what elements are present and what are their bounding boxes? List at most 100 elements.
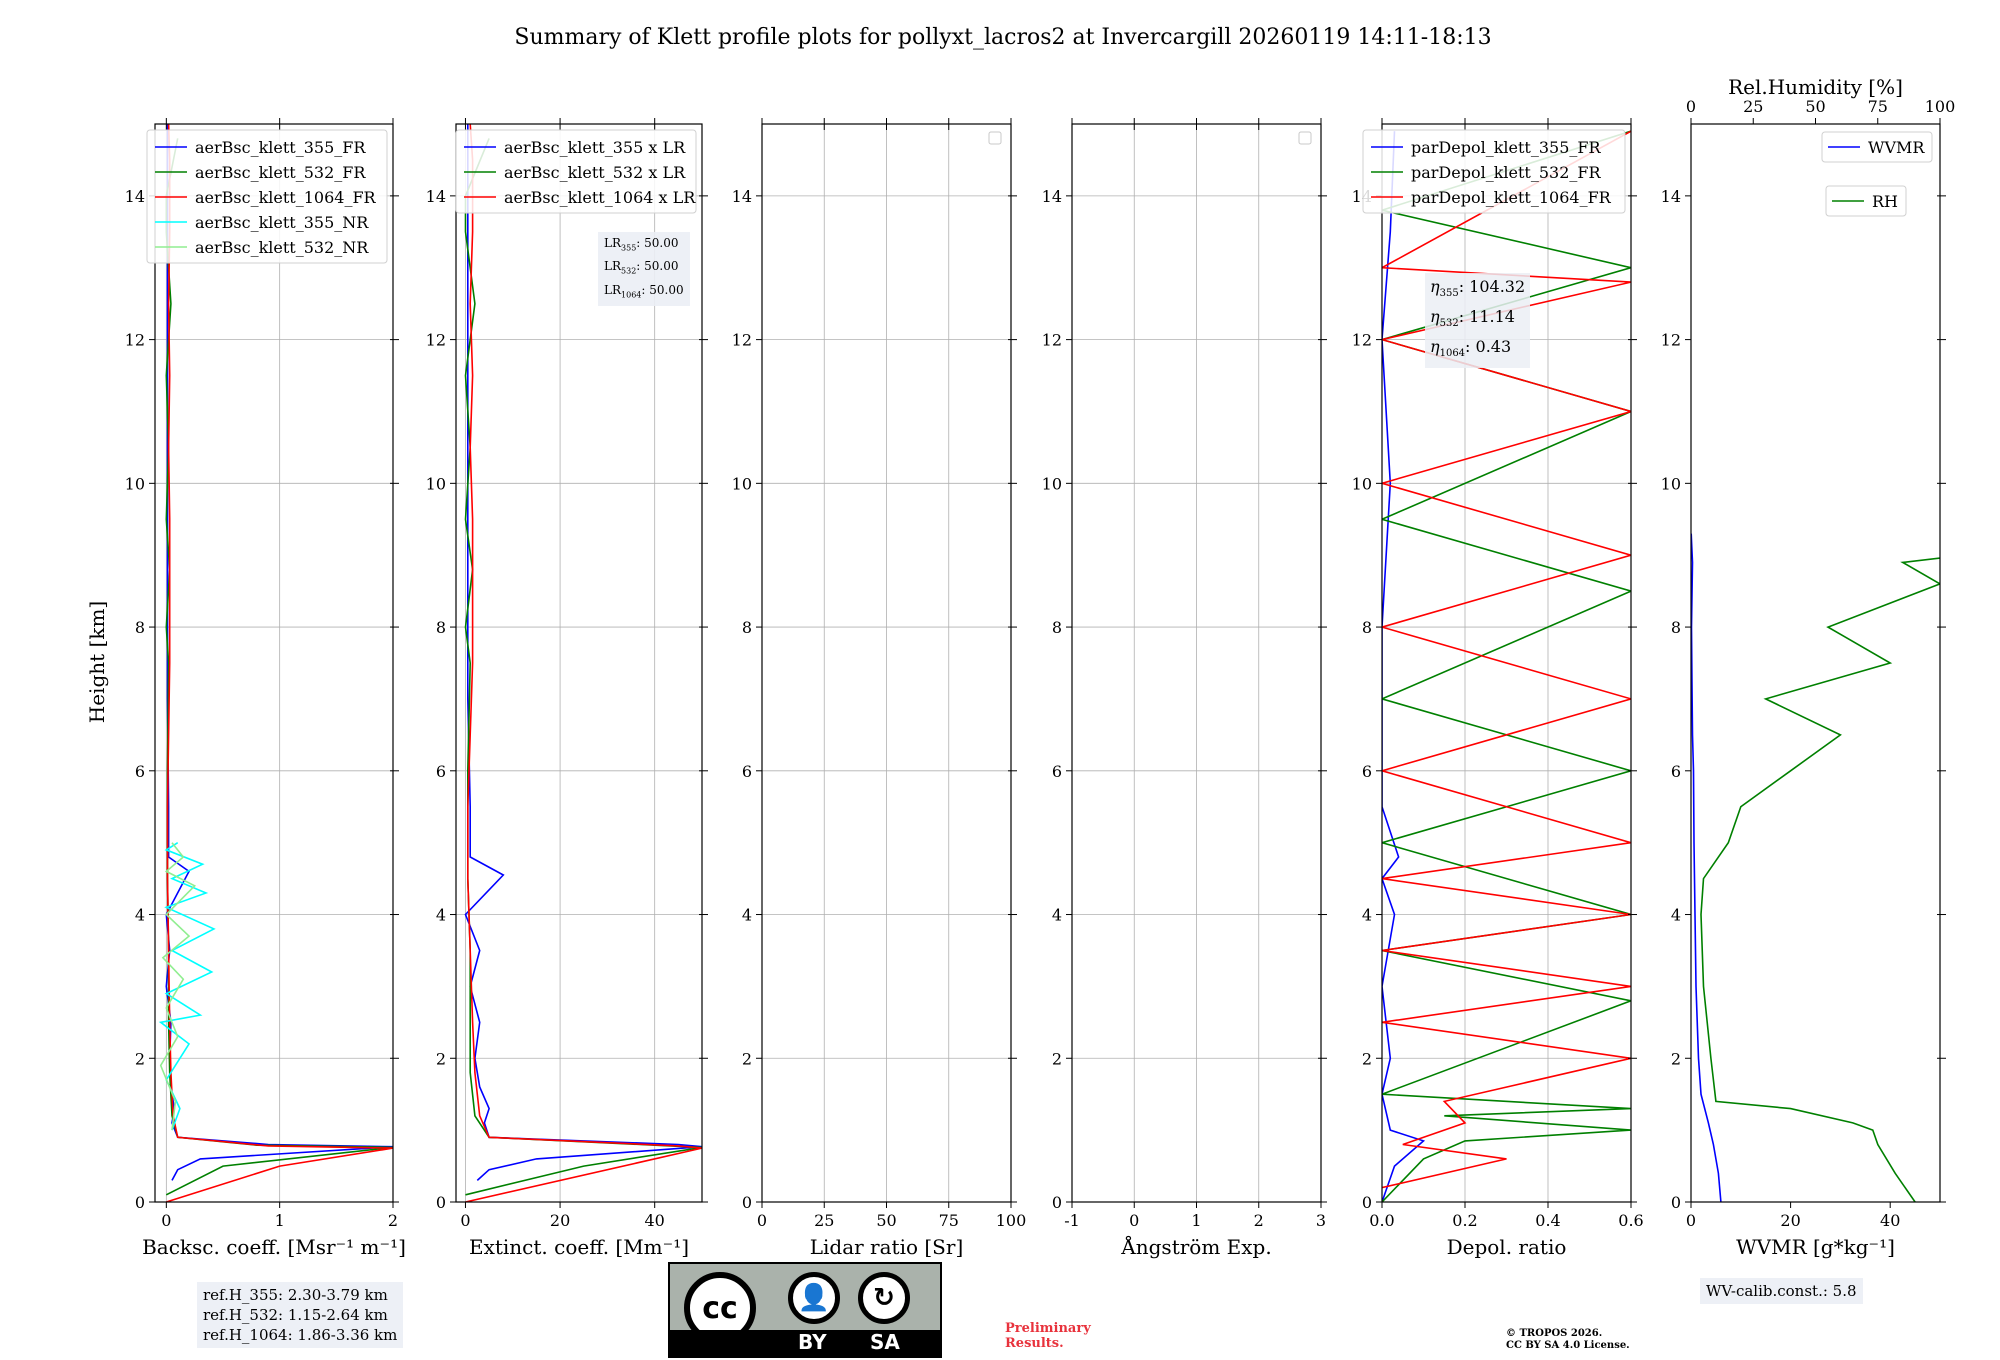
eta-355: η355: 104.32 xyxy=(1430,277,1526,300)
x-tick-label: 0 xyxy=(161,1211,171,1230)
y-tick-label: 0 xyxy=(742,1193,752,1212)
series-line-WVMR xyxy=(1691,533,1722,1202)
legend-box xyxy=(1821,131,1933,163)
y-tick-label: 2 xyxy=(436,1049,446,1068)
y-tick-label: 12 xyxy=(1352,331,1372,350)
wv-calib-text: WV-calib.const.: 5.8 xyxy=(1706,1282,1857,1300)
series-line-aerBsc_klett_1064_FR xyxy=(166,124,393,1202)
figure-title: Summary of Klett profile plots for polly… xyxy=(514,25,1491,50)
ref-height-box: ref.H_355: 2.30-3.79 km ref.H_532: 1.15-… xyxy=(197,1282,404,1348)
y-tick-label: 6 xyxy=(436,762,446,781)
series-line-RH xyxy=(1700,557,1940,1202)
y-tick-label: 12 xyxy=(125,331,145,350)
x-axis-label: WVMR [g*kg⁻¹] xyxy=(1736,1235,1895,1259)
by-tag: BY xyxy=(798,1330,827,1354)
x-axis-label: Lidar ratio [Sr] xyxy=(810,1235,964,1259)
legend-label: RH xyxy=(1872,192,1898,211)
top-x-tick-label: 50 xyxy=(1805,97,1825,116)
panel-6: 0 20 40 0 2 4 6 8 10 12 14 WVMR [g*kg⁻¹] 0 25 50 75 100 R… xyxy=(1661,75,1956,1259)
lr-355: LR355: 50.00 xyxy=(604,236,679,253)
x-tick-label: 100 xyxy=(996,1211,1027,1230)
top-x-tick-label: 100 xyxy=(1925,97,1956,116)
y-tick-label: 0 xyxy=(436,1193,446,1212)
ref-height-532: ref.H_532: 1.15-2.64 km xyxy=(203,1306,388,1324)
x-tick-label: 0 xyxy=(1686,1211,1696,1230)
x-tick-label: 2 xyxy=(1254,1211,1264,1230)
legend-label: parDepol_klett_355_FR xyxy=(1411,138,1602,157)
y-tick-label: 6 xyxy=(1671,762,1681,781)
x-tick-label: 2 xyxy=(388,1211,398,1230)
x-tick-label: 0 xyxy=(757,1211,767,1230)
legend-label: parDepol_klett_1064_FR xyxy=(1411,188,1612,207)
legend-box xyxy=(455,129,697,214)
series-line-parDepol_klett_1064_FR xyxy=(1382,130,1631,1189)
legend-label: aerBsc_klett_355_NR xyxy=(195,213,369,232)
y-tick-label: 2 xyxy=(1671,1049,1681,1068)
top-x-tick-label: 75 xyxy=(1868,97,1888,116)
x-tick-label: 1 xyxy=(275,1211,285,1230)
x-axis-label: Extinct. coeff. [Mm⁻¹] xyxy=(469,1235,689,1259)
top-x-tick-label: 0 xyxy=(1686,97,1696,116)
series-group xyxy=(1382,130,1631,1202)
top-x-tick-label: 25 xyxy=(1743,97,1763,116)
lr-1064: LR1064: 50.00 xyxy=(604,282,684,300)
y-tick-label: 8 xyxy=(742,618,752,637)
attribution-icon: 👤 xyxy=(788,1272,840,1324)
series-line-aerBsc_klett_1064 x LR xyxy=(465,124,702,1202)
y-tick-label: 8 xyxy=(1362,618,1372,637)
plot-frame xyxy=(1381,123,1632,1203)
y-tick-label: 12 xyxy=(1661,331,1681,350)
legend-label: aerBsc_klett_532 x LR xyxy=(504,163,686,182)
y-tick-label: 0 xyxy=(135,1193,145,1212)
x-tick-label: 0.0 xyxy=(1369,1211,1394,1230)
x-axis-label: Ångström Exp. xyxy=(1120,1234,1271,1259)
y-tick-label: 8 xyxy=(436,618,446,637)
y-tick-label: 8 xyxy=(1052,618,1062,637)
x-tick-label: 25 xyxy=(814,1211,834,1230)
x-axis-label: Depol. ratio xyxy=(1447,1235,1567,1259)
x-tick-label: 0 xyxy=(460,1211,470,1230)
y-tick-label: 10 xyxy=(426,474,446,493)
x-tick-label: 40 xyxy=(1880,1211,1900,1230)
y-tick-label: 4 xyxy=(742,906,752,925)
y-tick-label: 6 xyxy=(1052,762,1062,781)
y-tick-label: 12 xyxy=(732,331,752,350)
wv-calib-box: WV-calib.const.: 5.8 xyxy=(1700,1278,1863,1304)
legend-box xyxy=(1362,129,1626,214)
sa-tag: SA xyxy=(870,1330,900,1354)
empty-legend-box xyxy=(1298,131,1312,145)
y-tick-label: 6 xyxy=(135,762,145,781)
x-tick-label: 20 xyxy=(1780,1211,1800,1230)
panel-2: 0 20 40 0 2 4 6 8 10 12 14 Extinct. coeff. [Mm⁻¹] ae… xyxy=(426,118,708,1259)
x-tick-label: 40 xyxy=(645,1211,665,1230)
y-tick-label: 14 xyxy=(732,187,752,206)
series-line-aerBsc_klett_355_NR xyxy=(158,842,216,1131)
y-tick-label: 0 xyxy=(1052,1193,1062,1212)
lr-532: LR532: 50.00 xyxy=(604,259,679,276)
y-tick-label: 10 xyxy=(1352,474,1372,493)
legend-label: parDepol_klett_532_FR xyxy=(1411,163,1602,182)
y-tick-label: 4 xyxy=(1671,906,1681,925)
x-tick-label: 75 xyxy=(939,1211,959,1230)
legend-label: aerBsc_klett_1064 x LR xyxy=(504,188,696,207)
y-tick-label: 4 xyxy=(436,906,446,925)
y-tick-label: 10 xyxy=(1661,474,1681,493)
lidar-ratio-box: LR355: 50.00 LR532: 50.00 LR1064: 50.00 xyxy=(598,232,690,307)
cc-license-badge: cc 👤 ↻ BY SA xyxy=(668,1262,942,1358)
series-line-aerBsc_klett_532_NR xyxy=(159,842,197,1131)
y-tick-label: 2 xyxy=(742,1049,752,1068)
y-tick-label: 4 xyxy=(1362,906,1372,925)
y-tick-label: 6 xyxy=(742,762,752,781)
x-tick-label: 3 xyxy=(1316,1211,1326,1230)
legend-label: aerBsc_klett_532_FR xyxy=(195,163,366,182)
y-tick-label: 10 xyxy=(1042,474,1062,493)
y-tick-label: 4 xyxy=(1052,906,1062,925)
x-tick-label: 0.4 xyxy=(1535,1211,1560,1230)
y-tick-label: 0 xyxy=(1671,1193,1681,1212)
legend-label: aerBsc_klett_1064_FR xyxy=(195,188,377,207)
top-x-axis-label: Rel.Humidity [%] xyxy=(1728,75,1903,99)
x-tick-label: 0 xyxy=(1129,1211,1139,1230)
